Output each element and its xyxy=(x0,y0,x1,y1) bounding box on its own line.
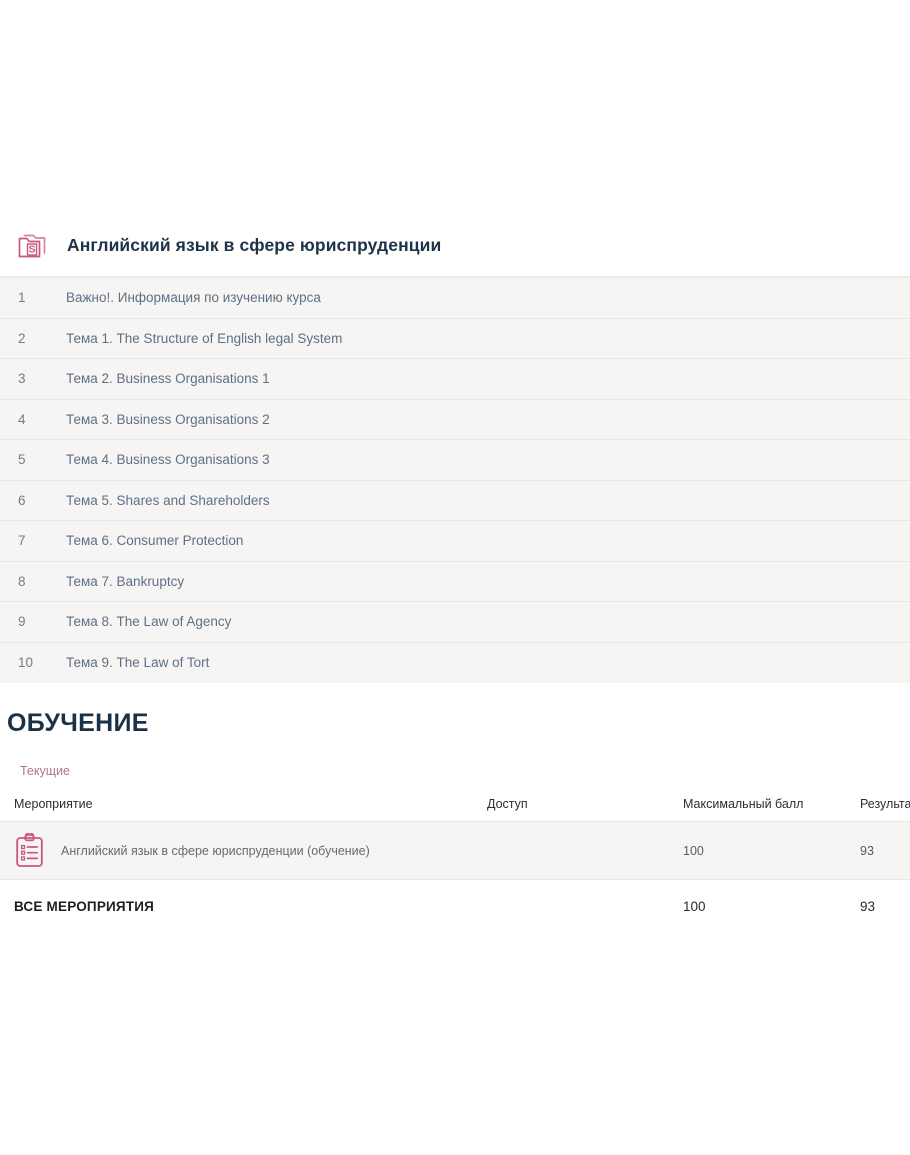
lesson-link[interactable]: Тема 7. Bankruptcy xyxy=(66,573,185,589)
lesson-link[interactable]: Тема 6. Consumer Protection xyxy=(66,533,244,549)
lesson-row[interactable]: 4 Тема 3. Business Organisations 2 xyxy=(0,399,910,440)
svg-text:S: S xyxy=(28,243,35,255)
totals-max-score: 100 xyxy=(683,899,706,914)
totals-row: ВСЕ МЕРОПРИЯТИЯ 100 93 xyxy=(0,880,910,933)
totals-result: 93 xyxy=(860,899,876,914)
lesson-row[interactable]: 2 Тема 1. The Structure of English legal… xyxy=(0,318,910,359)
lesson-number: 5 xyxy=(18,452,26,468)
lesson-row[interactable]: 5 Тема 4. Business Organisations 3 xyxy=(0,440,910,481)
course-card: S Английский язык в сфере юриспруденции … xyxy=(0,215,910,683)
course-header: S Английский язык в сфере юриспруденции xyxy=(0,215,910,277)
tab-current[interactable]: Текущие xyxy=(4,757,86,786)
lesson-row[interactable]: 10 Тема 9. The Law of Tort xyxy=(0,642,910,683)
event-name: Английский язык в сфере юриспруденции (о… xyxy=(61,843,370,858)
lesson-number: 10 xyxy=(18,655,34,671)
lesson-link[interactable]: Тема 8. The Law of Agency xyxy=(66,614,232,630)
column-header-event: Мероприятие xyxy=(14,796,93,811)
totals-label: ВСЕ МЕРОПРИЯТИЯ xyxy=(14,899,155,914)
lesson-number: 6 xyxy=(18,492,26,508)
lesson-row[interactable]: 9 Тема 8. The Law of Agency xyxy=(0,602,910,643)
lesson-link[interactable]: Тема 3. Business Organisations 2 xyxy=(66,411,270,427)
folder-s-icon: S xyxy=(18,234,46,257)
lesson-number: 3 xyxy=(18,371,26,387)
lesson-row[interactable]: 7 Тема 6. Consumer Protection xyxy=(0,521,910,562)
lesson-link[interactable]: Тема 2. Business Organisations 1 xyxy=(66,371,270,387)
column-header-max-score: Максимальный балл xyxy=(683,796,804,811)
lesson-row[interactable]: 3 Тема 2. Business Organisations 1 xyxy=(0,359,910,400)
course-title: Английский язык в сфере юриспруденции xyxy=(67,235,442,255)
lesson-row[interactable]: 8 Тема 7. Bankruptcy xyxy=(0,561,910,602)
lesson-number: 2 xyxy=(18,330,26,346)
table-row[interactable]: Английский язык в сфере юриспруденции (о… xyxy=(0,822,910,880)
table-header-row: Мероприятие Доступ Максимальный балл Рез… xyxy=(0,786,910,822)
lesson-link[interactable]: Тема 1. The Structure of English legal S… xyxy=(66,330,343,346)
page-title: ОБУЧЕНИЕ xyxy=(7,709,149,737)
events-table: Мероприятие Доступ Максимальный балл Рез… xyxy=(0,786,910,933)
lesson-row[interactable]: 1 Важно!. Информация по изучению курса xyxy=(0,278,910,319)
lesson-link[interactable]: Тема 4. Business Organisations 3 xyxy=(66,452,270,468)
tab-strip: Текущие xyxy=(4,757,86,786)
column-header-result: Результат xyxy=(860,796,910,811)
lesson-number: 7 xyxy=(18,533,26,549)
lesson-number: 4 xyxy=(18,411,26,427)
clipboard-checklist-icon xyxy=(16,832,43,867)
column-header-access: Доступ xyxy=(487,796,528,811)
event-max-score: 100 xyxy=(683,843,704,858)
event-cell: Английский язык в сфере юриспруденции (о… xyxy=(0,832,487,869)
lesson-list: 1 Важно!. Информация по изучению курса 2… xyxy=(0,277,910,683)
lesson-row[interactable]: 6 Тема 5. Shares and Shareholders xyxy=(0,480,910,521)
lesson-number: 8 xyxy=(18,573,26,589)
lesson-link[interactable]: Важно!. Информация по изучению курса xyxy=(66,290,321,306)
event-result: 93 xyxy=(860,843,874,858)
lesson-number: 9 xyxy=(18,614,26,630)
lesson-link[interactable]: Тема 9. The Law of Tort xyxy=(66,655,210,671)
lesson-link[interactable]: Тема 5. Shares and Shareholders xyxy=(66,492,270,508)
lesson-number: 1 xyxy=(18,290,26,306)
